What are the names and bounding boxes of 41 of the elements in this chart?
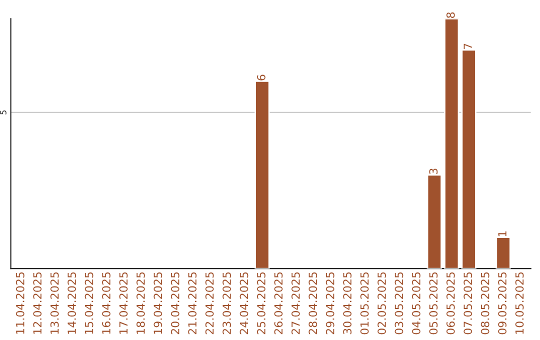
x-tick-label: 30.04.2025 — [343, 272, 352, 334]
x-tick-label: 08.05.2025 — [480, 272, 490, 334]
y-tick-label: 5 — [0, 110, 6, 114]
x-tick-label: 25.04.2025 — [257, 272, 266, 334]
data-label: 3 — [429, 168, 438, 174]
x-tick-label: 12.04.2025 — [33, 272, 42, 334]
bar — [254, 80, 270, 269]
bar — [496, 236, 511, 269]
x-tick-label: 11.04.2025 — [16, 272, 24, 334]
x-tick-label: 15.04.2025 — [84, 272, 94, 334]
x-tick-label: 07.05.2025 — [464, 272, 472, 334]
bar — [426, 174, 442, 269]
x-tick-label: 01.05.2025 — [360, 272, 369, 334]
x-tick-label: 28.04.2025 — [308, 272, 318, 334]
x-tick-label: 14.04.2025 — [68, 272, 76, 334]
x-tick-label: 06.05.2025 — [446, 272, 455, 334]
x-tick-label: 17.04.2025 — [119, 272, 128, 334]
data-label: 1 — [498, 231, 506, 236]
x-tick-label: 20.04.2025 — [170, 272, 180, 334]
x-tick-label: 26.04.2025 — [274, 272, 283, 334]
data-label: 6 — [257, 74, 266, 80]
bar — [461, 49, 476, 269]
x-tick-label: 24.04.2025 — [240, 272, 248, 334]
x-tick-label: 03.05.2025 — [394, 272, 404, 334]
x-tick-label: 04.05.2025 — [412, 272, 420, 334]
x-tick-label: 16.04.2025 — [102, 272, 110, 334]
x-tick-label: 22.04.2025 — [205, 272, 214, 334]
data-label: 7 — [464, 44, 472, 50]
x-tick-label: 09.05.2025 — [498, 272, 506, 334]
x-tick-label: 29.04.2025 — [326, 272, 334, 334]
x-tick-label: 05.05.2025 — [429, 272, 438, 334]
x-tick-label: 19.04.2025 — [154, 272, 162, 334]
x-tick-label: 21.04.2025 — [188, 272, 197, 334]
x-tick-label: 27.04.2025 — [291, 272, 300, 334]
x-tick-label: 13.04.2025 — [50, 272, 59, 334]
x-tick-label: 18.04.2025 — [136, 272, 145, 334]
x-tick-label: 23.04.2025 — [222, 272, 231, 334]
bar — [444, 18, 460, 269]
x-tick-label: 02.05.2025 — [378, 272, 386, 334]
data-label: 8 — [446, 12, 455, 18]
x-tick-label: 10.05.2025 — [515, 272, 524, 334]
